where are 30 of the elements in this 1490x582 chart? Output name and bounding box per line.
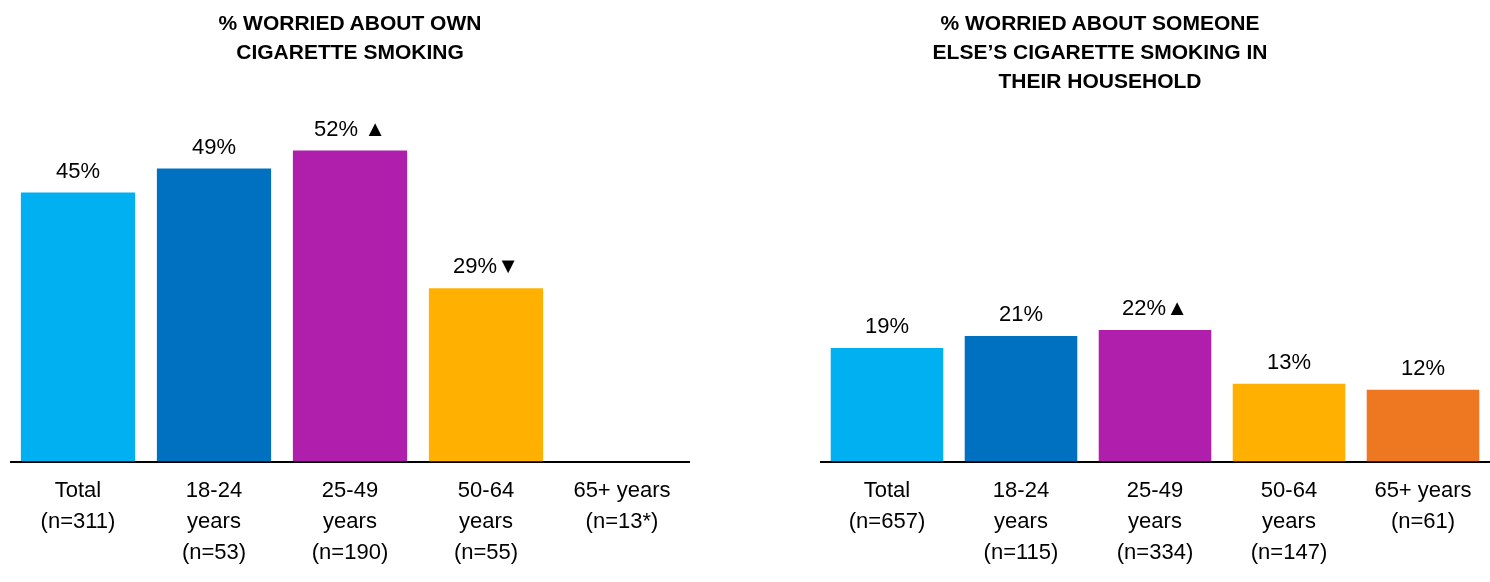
data-label: 49% <box>191 133 237 159</box>
x-tick-label: 65+ years (n=61) <box>1374 477 1472 533</box>
x-tick-label: 18-24 years (n=115) <box>983 477 1059 564</box>
bar <box>428 288 544 462</box>
x-tick-label: 18-24 years (n=53) <box>181 477 247 564</box>
data-label: 22%▲ <box>1122 295 1188 321</box>
chart-title: % WORRIED ABOUT OWN CIGARETTE SMOKING <box>217 10 483 65</box>
bar <box>156 168 272 462</box>
data-label: 13% <box>1266 348 1312 374</box>
bar <box>830 347 944 462</box>
x-tick-label: 25-49 years (n=190) <box>311 477 389 564</box>
bar <box>20 192 136 462</box>
x-tick-label: Total (n=657) <box>848 477 926 533</box>
data-label: 29%▼ <box>453 253 519 279</box>
data-label: 45% <box>55 157 101 183</box>
x-tick-label: 25-49 years (n=334) <box>1116 477 1194 564</box>
x-tick-label: 50-64 years (n=55) <box>453 477 519 564</box>
x-tick-label: Total (n=311) <box>40 477 116 533</box>
chart-title: % WORRIED ABOUT SOMEONE ELSE’S CIGARETTE SMOKING IN THEIR HOUSEHOLD <box>931 10 1269 94</box>
data-label: 12% <box>1400 354 1446 380</box>
bar <box>1366 389 1480 462</box>
data-label: 19% <box>864 313 910 339</box>
bar <box>1098 330 1212 462</box>
bar <box>292 150 408 462</box>
bar <box>964 336 1078 462</box>
x-tick-label: 65+ years (n=13*) <box>573 477 671 533</box>
x-tick-label: 50-64 years (n=147) <box>1250 477 1328 564</box>
data-label: 21% <box>998 301 1044 327</box>
data-label: 52% ▲ <box>314 115 386 141</box>
bar <box>1232 383 1346 462</box>
